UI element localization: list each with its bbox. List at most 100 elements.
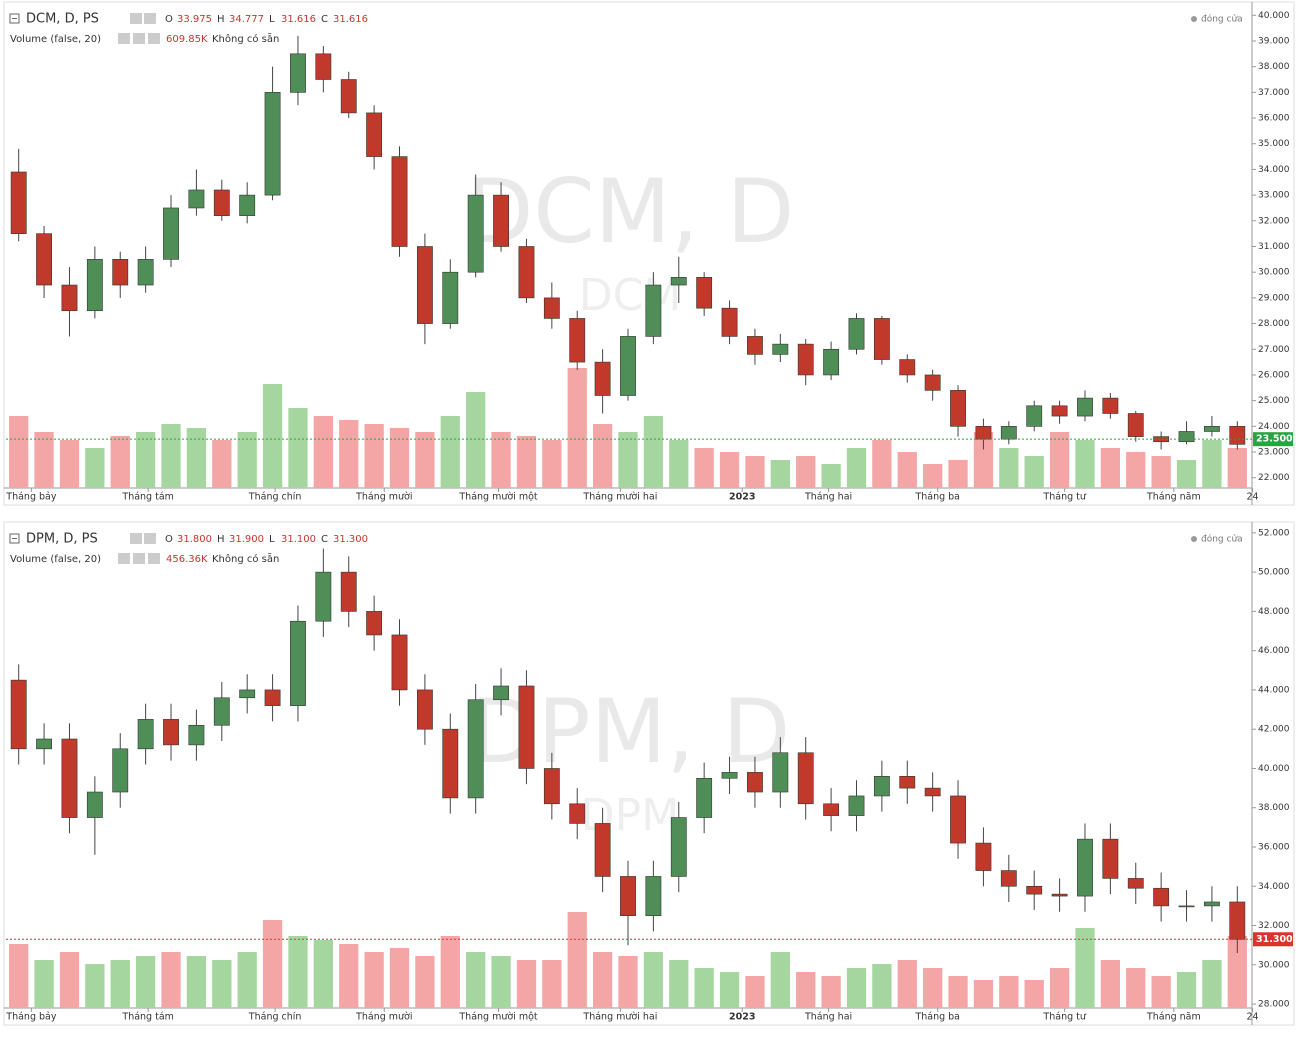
candle-body: [290, 53, 306, 93]
volume-bar: [313, 940, 333, 1008]
candle-body: [493, 194, 509, 247]
volume-bar: [1126, 968, 1146, 1008]
candle-body: [696, 777, 713, 818]
x-tick-label: Tháng năm: [1146, 492, 1201, 503]
legend-icon: [118, 553, 130, 564]
volume-bar: [262, 384, 283, 488]
candle-body: [36, 738, 52, 750]
volume-bar: [542, 440, 562, 488]
candle-body: [1153, 887, 1170, 907]
y-tick-label: 34.000: [1258, 165, 1290, 175]
volume-bar: [135, 432, 156, 488]
y-tick-label: 25.000: [1258, 396, 1290, 406]
volume-bar: [389, 948, 410, 1008]
volume-bar: [59, 440, 80, 488]
collapse-icon: [9, 13, 20, 24]
volume-bar: [161, 424, 181, 488]
candle-body: [848, 318, 865, 350]
candle-body: [899, 776, 916, 789]
volume-bar: [212, 440, 232, 488]
y-tick-label: 38.000: [1258, 62, 1290, 72]
candle-body: [366, 611, 383, 636]
candle-body: [823, 348, 840, 376]
volume-bar: [923, 968, 943, 1008]
candle-body: [213, 189, 230, 216]
legend-icon: [118, 33, 130, 44]
candle-body: [137, 719, 154, 750]
legend-icon: [148, 553, 160, 564]
candle-body: [543, 297, 560, 319]
y-tick-label: 22.000: [1258, 473, 1290, 483]
y-tick-label: 26.000: [1258, 370, 1290, 380]
x-tick-label: Tháng mười: [355, 492, 412, 503]
volume-bar: [1227, 936, 1247, 1008]
candle-body: [924, 374, 941, 391]
candle-body: [391, 634, 408, 691]
y-tick-label: 44.000: [1258, 685, 1290, 695]
candle-body: [315, 571, 332, 622]
candle-body: [518, 685, 535, 769]
last-price-label: 23.500: [1256, 434, 1293, 445]
candle-body: [899, 359, 916, 376]
candle-body: [645, 284, 662, 337]
x-tick-label: Tháng tám: [121, 492, 174, 503]
volume-bar: [516, 960, 537, 1008]
y-tick-label: 38.000: [1258, 803, 1290, 813]
x-tick-label: Tháng tám: [121, 1012, 174, 1023]
frame: [3, 521, 1295, 1026]
legend-icon: [130, 533, 142, 544]
x-tick-label: Tháng tư: [1042, 492, 1086, 503]
volume-bar: [1176, 972, 1197, 1008]
watermark: DCM, D: [466, 160, 795, 263]
candle-body: [569, 318, 586, 363]
candle-body: [1102, 397, 1119, 414]
candle-body: [86, 791, 103, 818]
candle-body: [1000, 426, 1017, 440]
candle-body: [416, 246, 433, 324]
legend-ohlc-name: L: [269, 14, 275, 25]
volume-bar: [339, 944, 359, 1008]
volume-bar: [339, 420, 359, 488]
x-tick-label: Tháng mười: [355, 1012, 412, 1023]
candle-body: [1204, 901, 1220, 907]
volume-bar: [796, 456, 816, 488]
candle-body: [1000, 870, 1017, 887]
candle-body: [543, 768, 560, 805]
y-tick-label: 42.000: [1258, 725, 1290, 735]
collapse-icon: [9, 533, 20, 544]
watermark: DPM, D: [470, 680, 790, 783]
candle-body: [518, 246, 535, 299]
y-tick-label: 23.000: [1258, 448, 1290, 458]
volume-bar: [1151, 976, 1171, 1008]
candle-body: [290, 620, 306, 706]
x-tick-label: Tháng hai: [804, 492, 852, 503]
volume-bar: [770, 460, 790, 488]
candle-body: [366, 112, 383, 157]
candle-body: [315, 53, 332, 80]
legend-icon: [133, 33, 145, 44]
volume-bar: [1100, 448, 1121, 488]
y-tick-label: 30.000: [1258, 268, 1290, 278]
candle-body: [188, 189, 205, 209]
volume-bar: [466, 392, 486, 488]
legend-ohlc-value: 31.300: [333, 534, 368, 545]
volume-bar: [186, 956, 207, 1008]
frame: [3, 1, 1295, 506]
volume-bar: [1202, 440, 1222, 488]
candle-body: [1077, 838, 1093, 897]
volume-bar: [516, 436, 537, 488]
volume-bar: [110, 436, 130, 488]
volume-bar: [821, 464, 841, 488]
volume-bar: [262, 920, 283, 1008]
volume-legend-title: Volume (false, 20): [10, 34, 101, 45]
legend-ohlc-value: 31.616: [333, 14, 368, 25]
x-tick-label: Tháng tư: [1042, 1012, 1086, 1023]
volume-bar: [948, 976, 968, 1008]
volume-bar: [1075, 928, 1095, 1008]
volume-bar: [313, 416, 333, 488]
candle-body: [797, 343, 814, 376]
volume-bar: [34, 960, 54, 1008]
volume-bar: [186, 428, 207, 488]
candle-body: [670, 277, 687, 286]
legend-ohlc-value: 34.777: [229, 14, 264, 25]
